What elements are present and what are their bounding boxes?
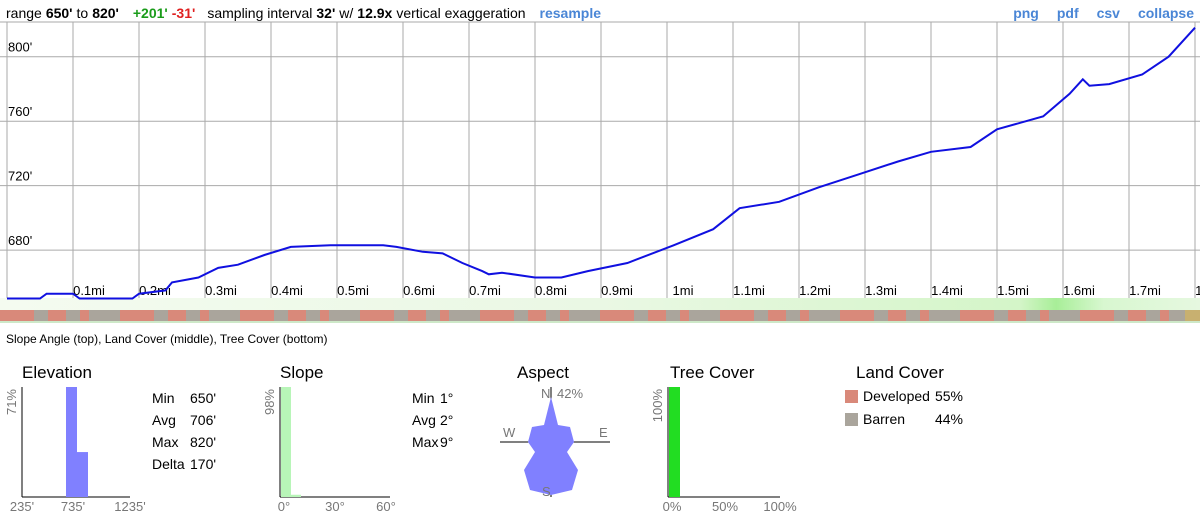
panel-title: Land Cover [856, 363, 944, 382]
top-bar: range 650' to 820' +201' -31' sampling interva… [6, 5, 605, 21]
stat-label: Delta [152, 456, 185, 472]
x-tick-label: 100% [763, 499, 797, 514]
x-tick-label: 0% [663, 499, 682, 514]
bar [77, 452, 88, 497]
strip-caption: Slope Angle (top), Land Cover (middle), … [6, 332, 327, 346]
value: 32' [316, 5, 336, 21]
aspect-n: N [541, 386, 550, 401]
x-tick-label: 0.2mi [139, 283, 171, 298]
value: 820' [92, 5, 119, 21]
loss: -31' [171, 5, 196, 21]
legend-swatch [845, 390, 858, 403]
x-tick-label: 0.5mi [337, 283, 369, 298]
stat-value: 2° [440, 412, 453, 428]
panel-title: Tree Cover [670, 363, 755, 382]
elevation-line [7, 27, 1196, 300]
x-tick-label: 1.7mi [1129, 283, 1161, 298]
x-tick-label: 1235' [114, 499, 145, 514]
label: w/ [339, 5, 354, 21]
tree-strip [0, 321, 1200, 323]
x-tick-label: 735' [61, 499, 85, 514]
label: vertical exaggeration [396, 5, 526, 21]
x-tick-label: 1mi [673, 283, 694, 298]
land-strip-end [1185, 310, 1200, 321]
gain: +201' [132, 5, 168, 21]
aspect-rose [524, 397, 578, 495]
x-tick-label: 235' [10, 499, 34, 514]
x-tick-label: 1.8mi [1195, 283, 1200, 298]
stat-value: 706' [190, 412, 216, 428]
axis-max-label: 98% [262, 389, 277, 415]
stat-value: 1° [440, 390, 453, 406]
stat-value: 820' [190, 434, 216, 450]
panel-title: Elevation [22, 363, 92, 382]
x-tick-label: 0.9mi [601, 283, 633, 298]
x-tick-label: 30° [325, 499, 345, 514]
x-tick-label: 0.3mi [205, 283, 237, 298]
axis-max-label: 71% [4, 389, 19, 415]
legend-name: Developed [863, 388, 930, 404]
stat-value: 9° [440, 434, 453, 450]
value: 12.9x [357, 5, 393, 21]
stat-label: Max [152, 434, 178, 450]
legend-value: 44% [935, 411, 963, 427]
label: sampling interval [207, 5, 313, 21]
legend-value: 55% [935, 388, 963, 404]
y-tick-label: 680' [8, 233, 32, 248]
panel-title: Aspect [517, 363, 569, 382]
links: png pdf csv collapse [995, 5, 1194, 21]
x-tick-label: 0.6mi [403, 283, 435, 298]
panel-title: Slope [280, 363, 323, 382]
label: to [76, 5, 89, 21]
x-tick-label: 1.4mi [931, 283, 963, 298]
x-tick-label: 1.6mi [1063, 283, 1095, 298]
x-tick-label: 0° [278, 499, 290, 514]
stat-value: 650' [190, 390, 216, 406]
bar [281, 387, 291, 497]
x-tick-label: 0.4mi [271, 283, 303, 298]
link[interactable]: collapse [1137, 5, 1194, 21]
stat-label: Max [412, 434, 438, 450]
x-tick-label: 0.7mi [469, 283, 501, 298]
x-tick-label: 1.3mi [865, 283, 897, 298]
x-tick-label: 0.8mi [535, 283, 567, 298]
axis-max-label: 100% [650, 389, 665, 423]
aspect-s: S [542, 484, 551, 499]
stat-label: Avg [412, 412, 436, 428]
x-tick-label: 1.1mi [733, 283, 765, 298]
resample-link[interactable]: resample [539, 5, 602, 21]
aspect-w: W [503, 425, 516, 440]
stat-label: Min [152, 390, 175, 406]
label: range [6, 5, 42, 21]
stat-label: Avg [152, 412, 176, 428]
slope-strip [0, 298, 1200, 310]
bar [669, 387, 680, 497]
x-tick-label: 60° [376, 499, 396, 514]
bar [66, 387, 77, 497]
legend-swatch [845, 413, 858, 426]
aspect-e: E [599, 425, 608, 440]
stat-value: 170' [190, 456, 216, 472]
y-tick-label: 760' [8, 104, 32, 119]
y-tick-label: 720' [8, 169, 32, 184]
x-tick-label: 1.2mi [799, 283, 831, 298]
bar [291, 494, 301, 497]
value: 650' [45, 5, 73, 21]
link[interactable]: png [1013, 5, 1039, 21]
y-tick-label: 800' [8, 40, 32, 55]
x-tick-label: 50% [712, 499, 738, 514]
x-tick-label: 0.1mi [73, 283, 105, 298]
legend-name: Barren [863, 411, 905, 427]
link[interactable]: csv [1096, 5, 1120, 21]
land-strip [0, 310, 1200, 321]
aspect-max: 42% [557, 386, 583, 401]
link[interactable]: pdf [1056, 5, 1079, 21]
x-tick-label: 1.5mi [997, 283, 1029, 298]
stat-label: Min [412, 390, 435, 406]
